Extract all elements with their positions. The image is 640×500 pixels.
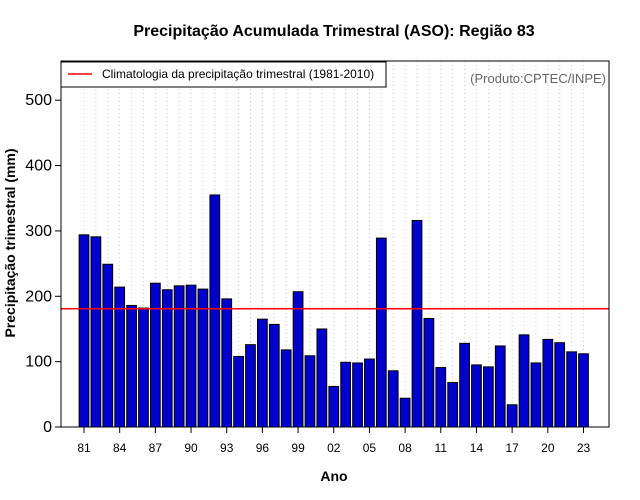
bar-2001 bbox=[316, 328, 328, 428]
x-tick-label: 90 bbox=[184, 441, 198, 455]
x-tick-label: 81 bbox=[77, 441, 91, 455]
bar-2011 bbox=[435, 367, 447, 428]
bar-1991 bbox=[197, 288, 209, 428]
bar-2022 bbox=[566, 351, 577, 428]
bar-2023 bbox=[578, 353, 589, 428]
x-tick-label: 14 bbox=[470, 441, 484, 455]
bar-2008 bbox=[399, 397, 411, 428]
bar-2017 bbox=[506, 404, 518, 428]
legend: Climatologia da precipitação trimestral … bbox=[60, 61, 387, 88]
x-tick-label: 87 bbox=[149, 441, 163, 455]
bar-2012 bbox=[447, 382, 459, 428]
x-axis: 81 84 87 90 93 96 99 02 05 08 11 14 17 20 23 bbox=[77, 427, 590, 455]
bar-series bbox=[78, 194, 589, 428]
x-tick-label: 08 bbox=[398, 441, 412, 455]
chart-title: Precipitação Acumulada Trimestral (ASO):… bbox=[133, 23, 534, 40]
bar-1992 bbox=[209, 194, 221, 428]
bar-1987 bbox=[149, 282, 161, 428]
x-tick-label: 05 bbox=[363, 441, 377, 455]
bar-2018 bbox=[518, 334, 530, 428]
y-tick-label: 100 bbox=[25, 354, 52, 371]
bar-2007 bbox=[387, 370, 399, 428]
bar-1996 bbox=[257, 318, 268, 428]
x-tick-label: 02 bbox=[327, 441, 341, 455]
legend-box bbox=[60, 61, 387, 88]
bar-2020 bbox=[542, 338, 554, 428]
y-tick-label: 200 bbox=[25, 288, 52, 305]
x-tick-label: 84 bbox=[113, 441, 127, 455]
x-axis-title: Ano bbox=[320, 468, 347, 484]
x-tick-label: 11 bbox=[435, 441, 448, 455]
x-tick-label: 23 bbox=[577, 441, 591, 455]
y-axis-title: Precipitação trimestral (mm) bbox=[2, 148, 18, 337]
bar-2010 bbox=[423, 318, 435, 428]
credit-text: (Produto:CPTEC/INPE) bbox=[470, 71, 606, 86]
bar-2016 bbox=[494, 345, 506, 428]
bar-1995 bbox=[245, 344, 256, 428]
bar-1999 bbox=[292, 291, 304, 428]
bar-1985 bbox=[126, 304, 137, 428]
bar-1990 bbox=[185, 284, 197, 428]
bar-2009 bbox=[411, 219, 423, 428]
legend-label: Climatologia da precipitação trimestral … bbox=[102, 67, 374, 81]
y-tick-label: 300 bbox=[25, 223, 52, 240]
x-tick-label: 20 bbox=[541, 441, 555, 455]
bar-1997 bbox=[268, 323, 280, 428]
x-tick-label: 96 bbox=[256, 441, 270, 455]
bar-2003 bbox=[340, 361, 352, 428]
bar-2000 bbox=[304, 355, 316, 428]
bar-1981 bbox=[78, 234, 90, 428]
y-tick-label: 400 bbox=[25, 158, 52, 175]
bar-1983 bbox=[102, 263, 114, 428]
plot-frame bbox=[60, 60, 610, 428]
bar-2019 bbox=[530, 362, 542, 428]
bar-2015 bbox=[482, 366, 494, 428]
bar-1989 bbox=[173, 285, 185, 428]
bar-1988 bbox=[161, 289, 173, 428]
bar-1986 bbox=[138, 307, 149, 428]
bar-2021 bbox=[554, 342, 566, 428]
bar-2006 bbox=[375, 237, 387, 428]
bar-1982 bbox=[90, 236, 102, 428]
y-axis: 0 100 200 300 400 500 bbox=[25, 92, 61, 436]
x-tick-label: 17 bbox=[505, 441, 519, 455]
bar-1994 bbox=[233, 355, 244, 428]
bar-2014 bbox=[471, 364, 482, 428]
bar-1998 bbox=[280, 349, 292, 428]
bar-2013 bbox=[459, 342, 470, 428]
bar-2005 bbox=[364, 358, 375, 428]
bar-2004 bbox=[352, 362, 363, 428]
y-tick-label: 0 bbox=[43, 419, 52, 436]
bar-1993 bbox=[221, 298, 233, 428]
y-tick-label: 500 bbox=[25, 92, 52, 109]
bar-2002 bbox=[328, 385, 340, 428]
x-tick-label: 93 bbox=[220, 441, 234, 455]
x-tick-label: 99 bbox=[291, 441, 305, 455]
